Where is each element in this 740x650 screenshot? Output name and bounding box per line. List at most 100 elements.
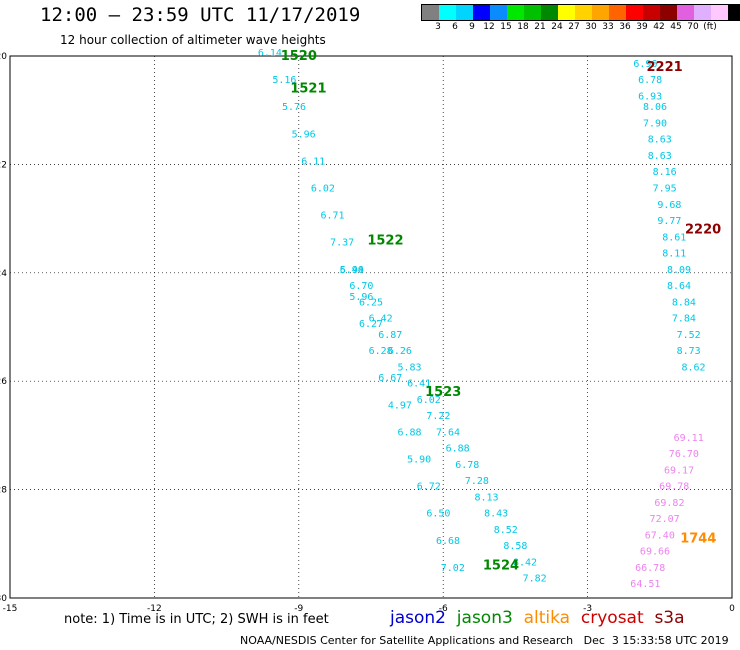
legend-swatch [524,5,541,20]
satellite-label-altika: altika [523,608,581,628]
wave-height-value: 8.06 [643,102,667,113]
wave-height-value: 8.61 [662,232,686,243]
pass-time-marker: 1744 [680,531,716,546]
x-tick-label: 0 [729,604,735,614]
legend-swatch [456,5,473,20]
legend-label: 33 [602,22,614,32]
satellite-label-cryosat: cryosat [580,608,655,628]
wave-height-value: 6.88 [397,427,421,438]
y-tick-label: -28 [0,486,7,496]
pass-time-marker: 2220 [685,222,721,237]
wave-height-value: 6.02 [311,184,335,195]
wave-height-value: 6.78 [455,460,479,471]
wave-height-value: 7.64 [436,427,460,438]
wave-height-value: 69.11 [674,433,704,444]
legend-swatch [473,5,490,20]
axis-tick-labels: -15-12-9-6-30-20-22-24-26-28-30 [0,52,735,614]
wave-height-value: 7.37 [330,238,354,249]
wave-height-value: 5.76 [282,102,306,113]
legend-swatch [626,5,643,20]
pass-time-marker: 1522 [367,233,403,248]
wave-height-value: 69.82 [654,498,684,509]
y-tick-label: -26 [0,377,7,387]
wave-height-value: 8.42 [513,557,537,568]
footer-credit: NOAA/NESDIS Center for Satellite Applica… [240,634,729,647]
wave-height-value: 6.68 [436,536,460,547]
wave-height-value: 8.73 [677,346,701,357]
satellite-label-s3a: s3a [654,608,685,628]
wave-height-value: 64.51 [630,579,660,590]
x-tick-label: -12 [147,604,162,614]
wave-height-value: 7.84 [672,314,696,325]
color-legend [421,4,740,21]
legend-label: (ft) [703,22,717,32]
pass-time-markers: 1520 1521 1522 1523 1524 2221 2220 1744 [281,49,722,573]
pass-time-marker: 1521 [290,82,326,97]
legend-label: 3 [435,22,441,32]
wave-height-value: 6.78 [638,75,662,86]
wave-height-value: 7.52 [677,330,701,341]
legend-label: 24 [551,22,563,32]
legend-swatch [711,5,728,20]
wave-height-value: 9.77 [657,216,681,227]
wave-height-value: 5.96 [292,129,316,140]
wave-height-value: 6.28 [369,346,393,357]
wave-height-value: 8.58 [503,541,527,552]
wave-height-value: 69.66 [640,547,670,558]
wave-height-value: 5.90 [340,265,364,276]
plot-grid [9,55,733,599]
pass-time-marker: 1524 [483,558,519,573]
wave-height-value: 66.78 [635,563,665,574]
wave-height-value: 4.97 [388,400,412,411]
wave-height-value: 69.78 [659,482,689,493]
wave-height-value: 69.17 [664,465,694,476]
wave-height-value: 6.27 [359,319,383,330]
wave-height-value: 8.63 [648,135,672,146]
wave-height-value: 7.95 [653,184,677,195]
wave-height-value: 6.02 [417,395,441,406]
wave-height-value: 8.09 [667,265,691,276]
wave-height-value: 7.90 [643,118,667,129]
wave-height-value: 7.28 [465,476,489,487]
wave-height-value: 72.07 [650,514,680,525]
wave-height-value: 6.44 [340,265,364,276]
wave-height-value: 76.70 [669,449,699,460]
wave-height-value: 8.52 [494,525,518,536]
legend-swatch [694,5,711,20]
satellite-legend: jason2 jason3 altika cryosat s3a [390,608,685,628]
legend-swatch [439,5,456,20]
wave-height-value: 5.83 [397,362,421,373]
y-tick-label: -20 [0,52,7,62]
legend-label: 6 [452,22,458,32]
x-tick-label: -15 [3,604,18,614]
legend-label: 15 [500,22,512,32]
legend-label: 12 [483,22,495,32]
wave-height-value: 6.14 [258,48,282,59]
legend-label: 42 [653,22,665,32]
wave-height-value: 6.88 [446,444,470,455]
legend-swatch [609,5,626,20]
legend-swatch [592,5,609,20]
wave-height-value: 8.13 [474,492,498,503]
wave-height-value: 6.96 [633,59,657,70]
footer-note: note: 1) Time is in UTC; 2) SWH is in fe… [64,612,329,627]
legend-swatch [490,5,507,20]
wave-height-value: 6.25 [359,297,383,308]
wave-height-value: 6.71 [320,211,344,222]
satellite-label-jason3: jason3 [456,608,524,628]
pass-time-marker: 1520 [281,49,317,64]
legend-label: 21 [534,22,546,32]
wave-height-value: 9.68 [657,200,681,211]
legend-label: 39 [636,22,648,32]
wave-height-value: 8.16 [653,167,677,178]
wave-height-value: 8.63 [648,151,672,162]
legend-swatch [643,5,660,20]
y-tick-label: -30 [0,594,7,604]
satellite-label-jason2: jason2 [390,608,457,628]
wave-height-value: 8.64 [667,281,691,292]
wave-height-value: 6.50 [426,509,450,520]
wave-height-value: 7.22 [426,411,450,422]
legend-label: 30 [585,22,597,32]
legend-swatch [541,5,558,20]
